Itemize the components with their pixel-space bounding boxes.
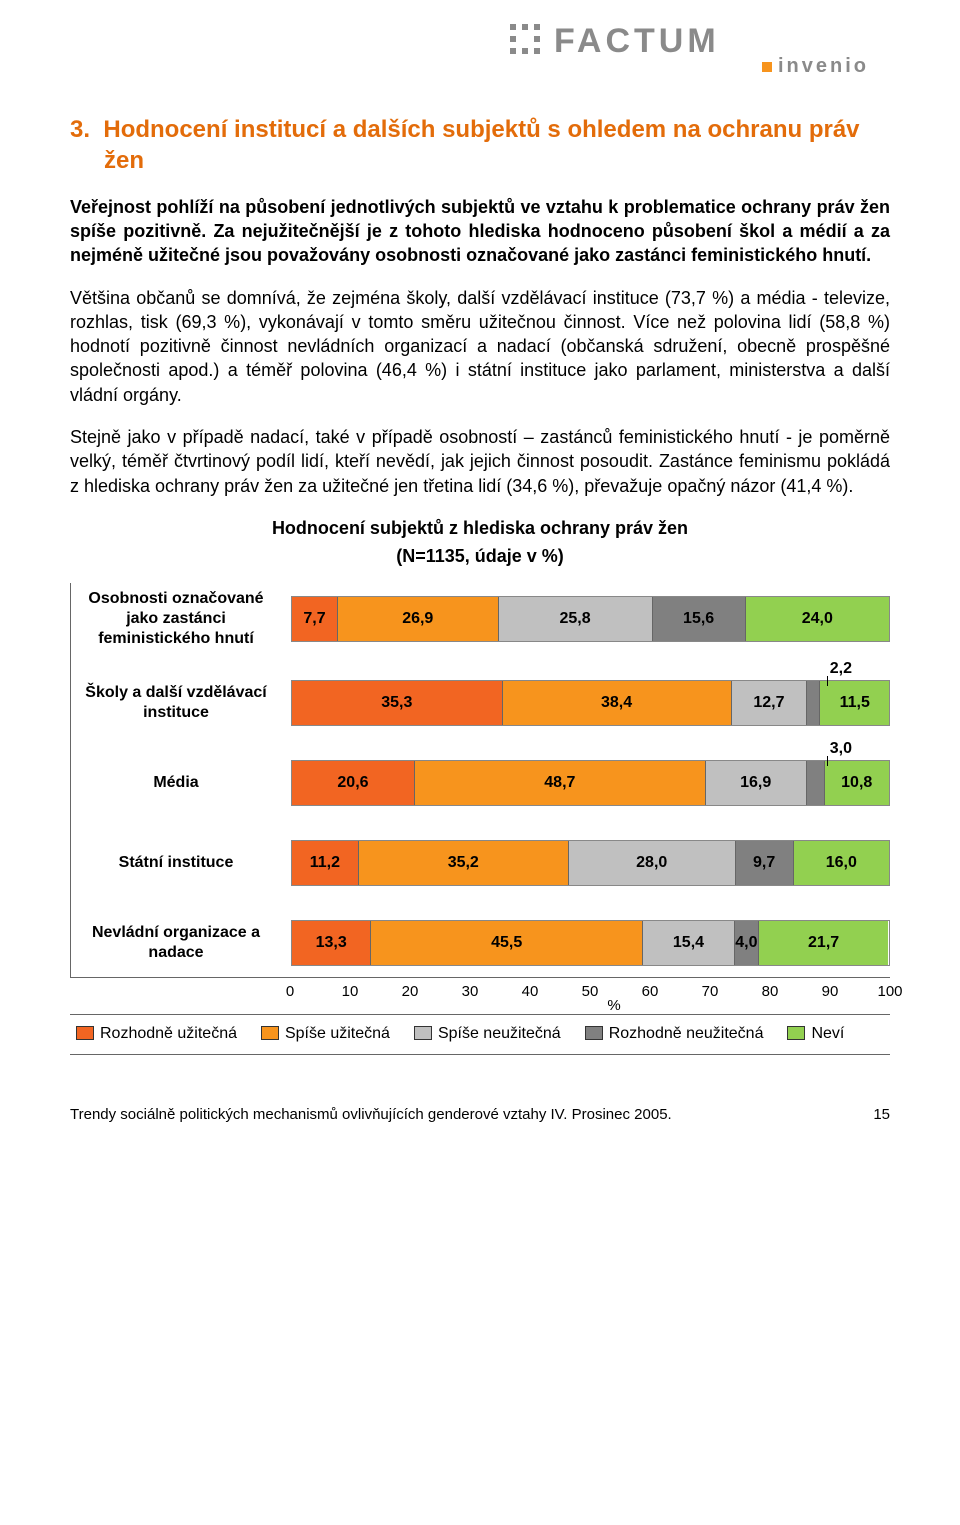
- legend-item: Neví: [787, 1023, 844, 1045]
- logo-main-text: FACTUM: [554, 22, 720, 60]
- chart-segment: 35,2: [359, 841, 569, 885]
- section-title: 3. Hodnocení institucí a dalších subjekt…: [70, 114, 890, 176]
- section-number: 3.: [70, 116, 90, 143]
- axis-tick: 40: [522, 982, 539, 1002]
- chart-segment: 15,4: [643, 921, 735, 965]
- chart-row-label: Školy a další vzdělávací instituce: [71, 683, 291, 723]
- chart-segment: 16,0: [794, 841, 889, 885]
- chart-segment: 24,0: [746, 597, 889, 641]
- chart-segment: 15,6: [653, 597, 746, 641]
- chart-row: Školy a další vzdělávací instituce2,235,…: [71, 677, 890, 729]
- logo-sub-text: invenio: [778, 55, 869, 77]
- chart-row: Osobnosti označované jako zastánci femin…: [71, 589, 890, 649]
- chart-row-label: Média: [71, 773, 291, 793]
- legend-swatch: [76, 1026, 94, 1040]
- legend-swatch: [585, 1026, 603, 1040]
- chart-callout: 2,2: [830, 658, 852, 680]
- axis-tick: 60: [642, 982, 659, 1002]
- chart-segment: 9,7: [736, 841, 794, 885]
- footer-page-number: 15: [873, 1105, 890, 1125]
- axis-tick: 100: [877, 982, 902, 1002]
- legend-label: Spíše neužitečná: [438, 1023, 561, 1045]
- paragraph-1: Většina občanů se domnívá, že zejména šk…: [70, 286, 890, 407]
- chart-segment: 38,4: [503, 681, 732, 725]
- chart-segment: 45,5: [371, 921, 643, 965]
- axis-tick: 80: [762, 982, 779, 1002]
- brand-logo: FACTUM invenio: [70, 0, 890, 94]
- footer-text: Trendy sociálně politických mechanismů o…: [70, 1105, 672, 1125]
- axis-tick: 10: [342, 982, 359, 1002]
- section-title-text: Hodnocení institucí a dalších subjektů s…: [103, 116, 859, 174]
- page-footer: Trendy sociálně politických mechanismů o…: [70, 1105, 890, 1125]
- legend-item: Spíše užitečná: [261, 1023, 390, 1045]
- chart-row-label: Státní instituce: [71, 853, 291, 873]
- chart-segment: 11,5: [820, 681, 889, 725]
- axis-tick: 0: [286, 982, 294, 1002]
- legend-swatch: [261, 1026, 279, 1040]
- chart-segment: [807, 681, 820, 725]
- legend-item: Rozhodně užitečná: [76, 1023, 237, 1045]
- chart-segment: 35,3: [292, 681, 503, 725]
- chart-legend: Rozhodně užitečná Spíše užitečná Spíše neu…: [70, 1014, 890, 1056]
- legend-item: Spíše neužitečná: [414, 1023, 561, 1045]
- chart-segment: 48,7: [415, 761, 706, 805]
- axis-tick: 90: [822, 982, 839, 1002]
- chart: Hodnocení subjektů z hlediska ochrany pr…: [70, 516, 890, 1055]
- chart-callout: 3,0: [830, 738, 852, 760]
- legend-swatch: [414, 1026, 432, 1040]
- legend-label: Rozhodně neužitečná: [609, 1023, 764, 1045]
- chart-segment: 21,7: [759, 921, 889, 965]
- chart-row: Nevládní organizace a nadace13,345,515,4…: [71, 917, 890, 969]
- chart-segment: 11,2: [292, 841, 359, 885]
- chart-segment: 28,0: [569, 841, 736, 885]
- chart-segment: 26,9: [338, 597, 499, 641]
- axis-tick: 30: [462, 982, 479, 1002]
- chart-title: Hodnocení subjektů z hlediska ochrany pr…: [70, 516, 890, 540]
- chart-subtitle: (N=1135, údaje v %): [70, 544, 890, 568]
- chart-segment: 7,7: [292, 597, 338, 641]
- legend-label: Spíše užitečná: [285, 1023, 390, 1045]
- chart-row: Státní instituce11,235,228,09,716,0: [71, 837, 890, 889]
- legend-label: Neví: [811, 1023, 844, 1045]
- lead-paragraph: Veřejnost pohlíží na působení jednotlivý…: [70, 195, 890, 268]
- chart-segment: 20,6: [292, 761, 415, 805]
- axis-tick: 20: [402, 982, 419, 1002]
- chart-segment: 12,7: [732, 681, 808, 725]
- chart-segment: 16,9: [706, 761, 807, 805]
- paragraph-2: Stejně jako v případě nadací, také v pří…: [70, 425, 890, 498]
- chart-segment: 10,8: [825, 761, 889, 805]
- legend-label: Rozhodně užitečná: [100, 1023, 237, 1045]
- axis-tick: 50: [582, 982, 599, 1002]
- axis-tick: 70: [702, 982, 719, 1002]
- legend-item: Rozhodně neužitečná: [585, 1023, 764, 1045]
- chart-segment: 4,0: [735, 921, 759, 965]
- axis-label: %: [607, 996, 620, 1016]
- chart-row: Média3,020,648,716,910,8: [71, 757, 890, 809]
- chart-segment: [807, 761, 825, 805]
- chart-row-label: Osobnosti označované jako zastánci femin…: [71, 589, 291, 649]
- legend-swatch: [787, 1026, 805, 1040]
- chart-segment: 25,8: [499, 597, 653, 641]
- chart-row-label: Nevládní organizace a nadace: [71, 923, 291, 963]
- chart-segment: 13,3: [292, 921, 371, 965]
